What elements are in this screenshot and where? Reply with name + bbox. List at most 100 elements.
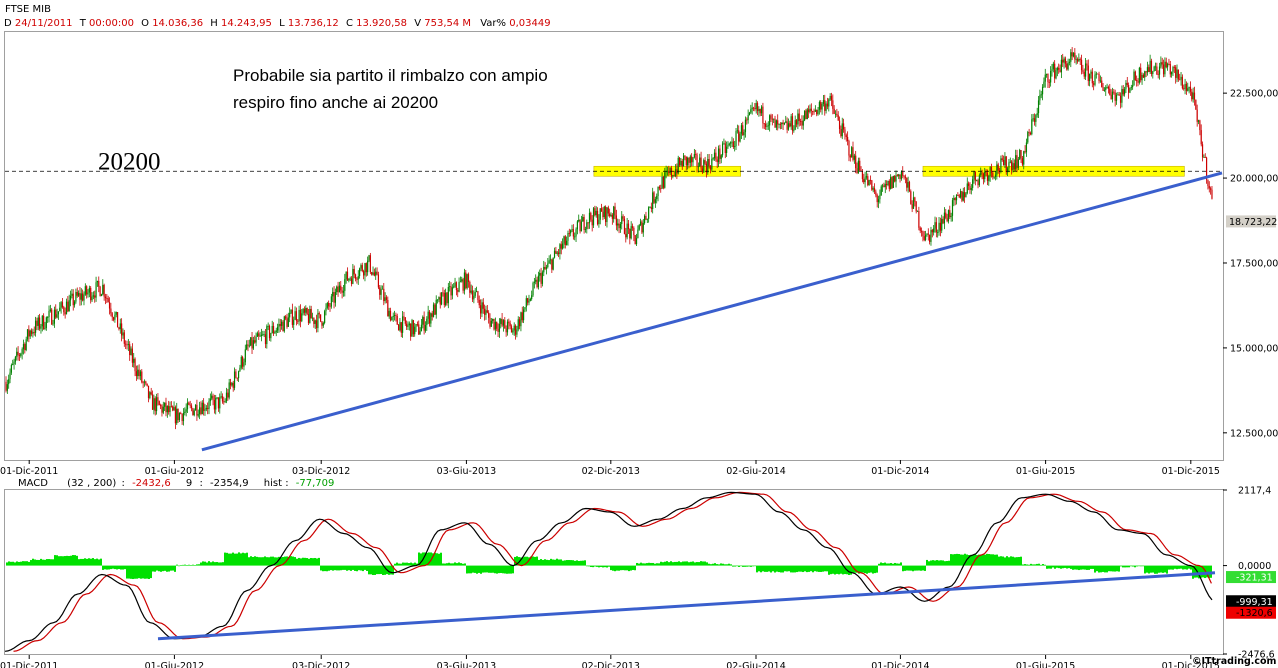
candle-body bbox=[420, 324, 423, 332]
histogram-bar bbox=[1202, 565, 1204, 578]
level-label: 20200 bbox=[98, 148, 161, 175]
candle-body bbox=[683, 155, 685, 167]
candle-body bbox=[33, 331, 35, 333]
candle-body bbox=[1020, 150, 1022, 159]
candle-body bbox=[910, 191, 912, 205]
last-price-tag: 18.723,22 bbox=[1226, 215, 1277, 228]
candle-body bbox=[513, 325, 515, 331]
candle-body bbox=[812, 111, 814, 112]
candle-body bbox=[220, 396, 222, 398]
candle-body bbox=[1035, 115, 1037, 122]
candle-body bbox=[553, 250, 556, 258]
histogram-bar bbox=[956, 553, 958, 566]
candle-body bbox=[660, 188, 662, 190]
histogram-bar bbox=[886, 563, 888, 566]
candle-body bbox=[174, 407, 176, 424]
candle-body bbox=[798, 113, 800, 122]
candle-body bbox=[1181, 76, 1183, 89]
hist-label: hist : bbox=[264, 478, 289, 489]
candle-body bbox=[34, 320, 37, 333]
candle-body bbox=[5, 381, 7, 391]
low-value: 13.736,12 bbox=[288, 18, 339, 29]
candle-body bbox=[346, 271, 349, 281]
candle-body bbox=[592, 208, 595, 226]
histogram-bar bbox=[1130, 565, 1132, 567]
candle-body bbox=[275, 330, 277, 333]
candle-body bbox=[769, 115, 771, 126]
candle-body bbox=[1054, 63, 1056, 79]
histogram-bar bbox=[644, 563, 646, 566]
candle-body bbox=[391, 316, 393, 321]
histogram-bar bbox=[8, 561, 10, 566]
candle-body bbox=[192, 408, 194, 416]
candle-body bbox=[817, 109, 819, 115]
candle-body bbox=[90, 287, 92, 301]
histogram-bar bbox=[828, 565, 830, 575]
candle-body bbox=[688, 158, 690, 163]
candle-body bbox=[418, 324, 420, 335]
histogram-bar bbox=[1136, 565, 1138, 567]
histogram-bar bbox=[946, 560, 948, 566]
histogram-bar bbox=[1108, 565, 1110, 572]
candle-body bbox=[78, 292, 80, 296]
histogram-bar bbox=[682, 561, 684, 566]
candle-body bbox=[666, 170, 669, 172]
candle-body bbox=[883, 185, 885, 188]
histogram-bar bbox=[434, 552, 436, 566]
histogram-bar bbox=[770, 565, 772, 573]
candle-body bbox=[233, 371, 236, 388]
candle-body bbox=[836, 113, 838, 116]
macd-info-line: MACD (32 , 200) : -2432,6 9 : -2354,9 hi… bbox=[18, 478, 334, 489]
candle-body bbox=[384, 297, 386, 302]
candle-body bbox=[260, 334, 263, 337]
candle-body bbox=[470, 290, 472, 293]
candle-body bbox=[154, 398, 156, 412]
histogram-bar bbox=[560, 559, 562, 566]
candle-body bbox=[278, 324, 280, 328]
candle-body bbox=[266, 326, 268, 345]
candle-body bbox=[41, 315, 43, 327]
candle-body bbox=[141, 371, 143, 383]
candle-body bbox=[123, 332, 125, 344]
histogram-bar bbox=[816, 565, 818, 572]
candle-body bbox=[451, 287, 453, 296]
candle-body bbox=[559, 244, 561, 254]
histogram-bar bbox=[420, 553, 422, 566]
histogram-bar bbox=[140, 565, 142, 579]
histogram-bar bbox=[42, 559, 44, 566]
candle-body bbox=[856, 168, 858, 173]
candle-body bbox=[37, 317, 39, 326]
candle-body bbox=[912, 197, 915, 209]
histogram-bar bbox=[722, 563, 724, 566]
histogram-bar bbox=[602, 565, 604, 568]
histogram-bar bbox=[566, 560, 568, 566]
candle-body bbox=[930, 229, 932, 242]
histogram-bar bbox=[916, 565, 918, 571]
candle-body bbox=[641, 221, 643, 233]
histogram-bar bbox=[744, 565, 746, 567]
histogram-bar bbox=[1044, 564, 1046, 566]
histogram-bar bbox=[968, 555, 970, 566]
low-label: L bbox=[279, 18, 285, 29]
histogram-bar bbox=[66, 555, 68, 566]
histogram-bar bbox=[756, 565, 758, 573]
candle-body bbox=[190, 405, 193, 409]
histogram-bar bbox=[958, 554, 960, 566]
candle-body bbox=[820, 102, 822, 110]
candle-body bbox=[12, 364, 14, 365]
candle-body bbox=[447, 286, 449, 304]
candle-body bbox=[510, 326, 513, 333]
candle-body bbox=[951, 200, 954, 216]
histogram-bar bbox=[134, 565, 136, 579]
histogram-bar bbox=[330, 565, 332, 571]
candle-body bbox=[1177, 69, 1179, 80]
histogram-bar bbox=[490, 565, 492, 573]
macd-params: (32 , 200) bbox=[67, 478, 116, 489]
candle-body bbox=[414, 326, 416, 335]
candle-body bbox=[258, 333, 260, 337]
annotation-line-2: respiro fino anche ai 20200 bbox=[233, 93, 438, 112]
candle-body bbox=[372, 272, 374, 275]
histogram-bar bbox=[388, 565, 390, 575]
candle-body bbox=[383, 288, 385, 302]
histogram-bar bbox=[226, 552, 228, 566]
